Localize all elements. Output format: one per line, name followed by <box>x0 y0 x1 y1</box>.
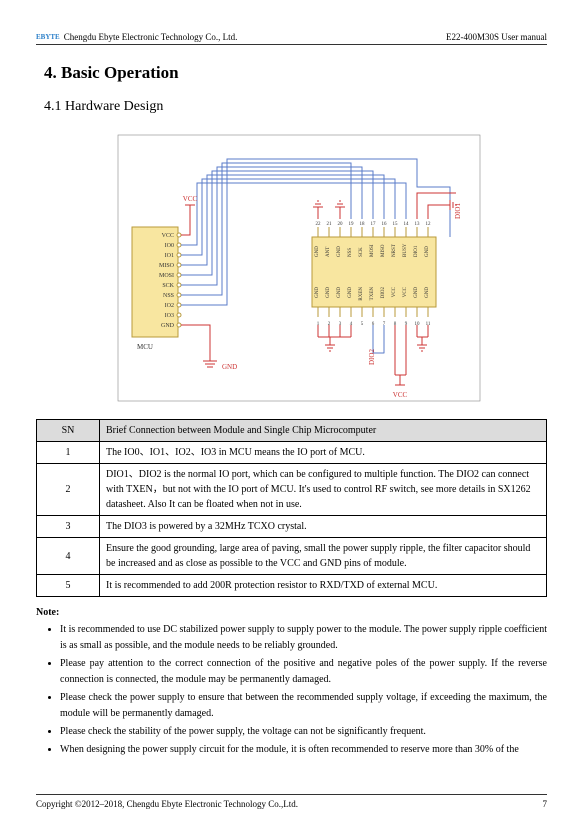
page-header: EBYTE Chengdu Ebyte Electronic Technolog… <box>36 32 547 45</box>
th-sn: SN <box>37 420 100 442</box>
svg-text:GND: GND <box>425 287 430 298</box>
list-item: Please check the power supply to ensure … <box>60 690 547 722</box>
list-item: It is recommended to use DC stabilized p… <box>60 622 547 654</box>
svg-text:NSS: NSS <box>348 248 353 257</box>
svg-text:VCC: VCC <box>161 233 173 239</box>
svg-text:RXEN: RXEN <box>359 287 364 301</box>
mcu-label: MCU <box>137 343 153 351</box>
svg-text:IO2: IO2 <box>164 303 173 309</box>
svg-text:NSS: NSS <box>162 293 173 299</box>
svg-text:MOSI: MOSI <box>370 244 375 257</box>
page-number: 7 <box>543 799 548 809</box>
svg-text:18: 18 <box>359 222 365 227</box>
svg-text:GND: GND <box>348 287 353 298</box>
company-name: Chengdu Ebyte Electronic Technology Co.,… <box>64 32 238 42</box>
svg-text:12: 12 <box>425 222 431 227</box>
svg-text:MISO: MISO <box>158 263 174 269</box>
svg-text:IO1: IO1 <box>164 253 173 259</box>
table-row: 4Ensure the good grounding, large area o… <box>37 538 547 575</box>
svg-text:IO0: IO0 <box>164 243 173 249</box>
svg-text:GND: GND <box>425 246 430 257</box>
svg-text:MOSI: MOSI <box>158 273 173 279</box>
table-row: 3The DIO3 is powered by a 32MHz TCXO cry… <box>37 516 547 538</box>
list-item: Please check the stability of the power … <box>60 724 547 740</box>
svg-text:DIO2: DIO2 <box>368 349 376 365</box>
svg-text:GND: GND <box>222 363 237 371</box>
svg-text:17: 17 <box>370 222 376 227</box>
table-row: 1The IO0、IO1、IO2、IO3 in MCU means the IO… <box>37 442 547 464</box>
svg-text:ANT: ANT <box>326 247 331 257</box>
subsection-heading: 4.1 Hardware Design <box>44 99 547 115</box>
svg-text:GND: GND <box>326 287 331 298</box>
svg-text:21: 21 <box>326 222 332 227</box>
svg-text:MISO: MISO <box>381 244 386 257</box>
svg-text:BUSY: BUSY <box>403 243 408 257</box>
page-footer: Copyright ©2012–2018, Chengdu Ebyte Elec… <box>36 794 547 809</box>
svg-text:TXEN: TXEN <box>370 287 375 301</box>
svg-text:VCC: VCC <box>392 286 397 297</box>
svg-text:15: 15 <box>392 222 398 227</box>
svg-text:GND: GND <box>337 287 342 298</box>
svg-text:16: 16 <box>381 222 387 227</box>
svg-text:19: 19 <box>348 222 354 227</box>
svg-text:GND: GND <box>315 287 320 298</box>
svg-text:DIO1: DIO1 <box>454 203 462 219</box>
svg-text:IO3: IO3 <box>164 313 173 319</box>
svg-text:22: 22 <box>315 222 321 227</box>
table-row: 2DIO1、DIO2 is the normal IO port, which … <box>37 464 547 516</box>
ebyte-logo: EBYTE <box>36 33 60 41</box>
table-row: 5It is recommended to add 200R protectio… <box>37 575 547 597</box>
svg-text:GND: GND <box>315 246 320 257</box>
section-heading: 4. Basic Operation <box>44 63 547 83</box>
svg-text:5: 5 <box>360 322 363 327</box>
list-item: When designing the power supply circuit … <box>60 742 547 758</box>
svg-text:13: 13 <box>414 222 420 227</box>
svg-text:SCK: SCK <box>162 283 174 289</box>
svg-text:GND: GND <box>414 287 419 298</box>
svg-text:GND: GND <box>161 323 175 329</box>
svg-text:GND: GND <box>337 246 342 257</box>
svg-text:VCC: VCC <box>403 286 408 297</box>
svg-text:VCC: VCC <box>182 195 197 203</box>
copyright: Copyright ©2012–2018, Chengdu Ebyte Elec… <box>36 799 298 809</box>
list-item: Please pay attention to the correct conn… <box>60 656 547 688</box>
doc-title: E22-400M30S User manual <box>446 32 547 42</box>
schematic-diagram: VCC IO0 IO1 MISO MOSI SCK NSS IO2 IO3 GN… <box>82 127 502 407</box>
svg-text:NRST: NRST <box>392 244 397 257</box>
svg-text:VCC: VCC <box>392 391 407 399</box>
svg-text:DIO2: DIO2 <box>381 287 386 299</box>
connection-table: SN Brief Connection between Module and S… <box>36 419 547 597</box>
svg-text:20: 20 <box>337 222 343 227</box>
th-desc: Brief Connection between Module and Sing… <box>100 420 547 442</box>
header-company: EBYTE Chengdu Ebyte Electronic Technolog… <box>36 32 237 42</box>
svg-text:SCK: SCK <box>359 247 364 257</box>
note-heading: Note: <box>36 607 547 618</box>
svg-text:14: 14 <box>403 222 409 227</box>
svg-text:DIO1: DIO1 <box>414 245 419 257</box>
notes-list: It is recommended to use DC stabilized p… <box>36 622 547 758</box>
